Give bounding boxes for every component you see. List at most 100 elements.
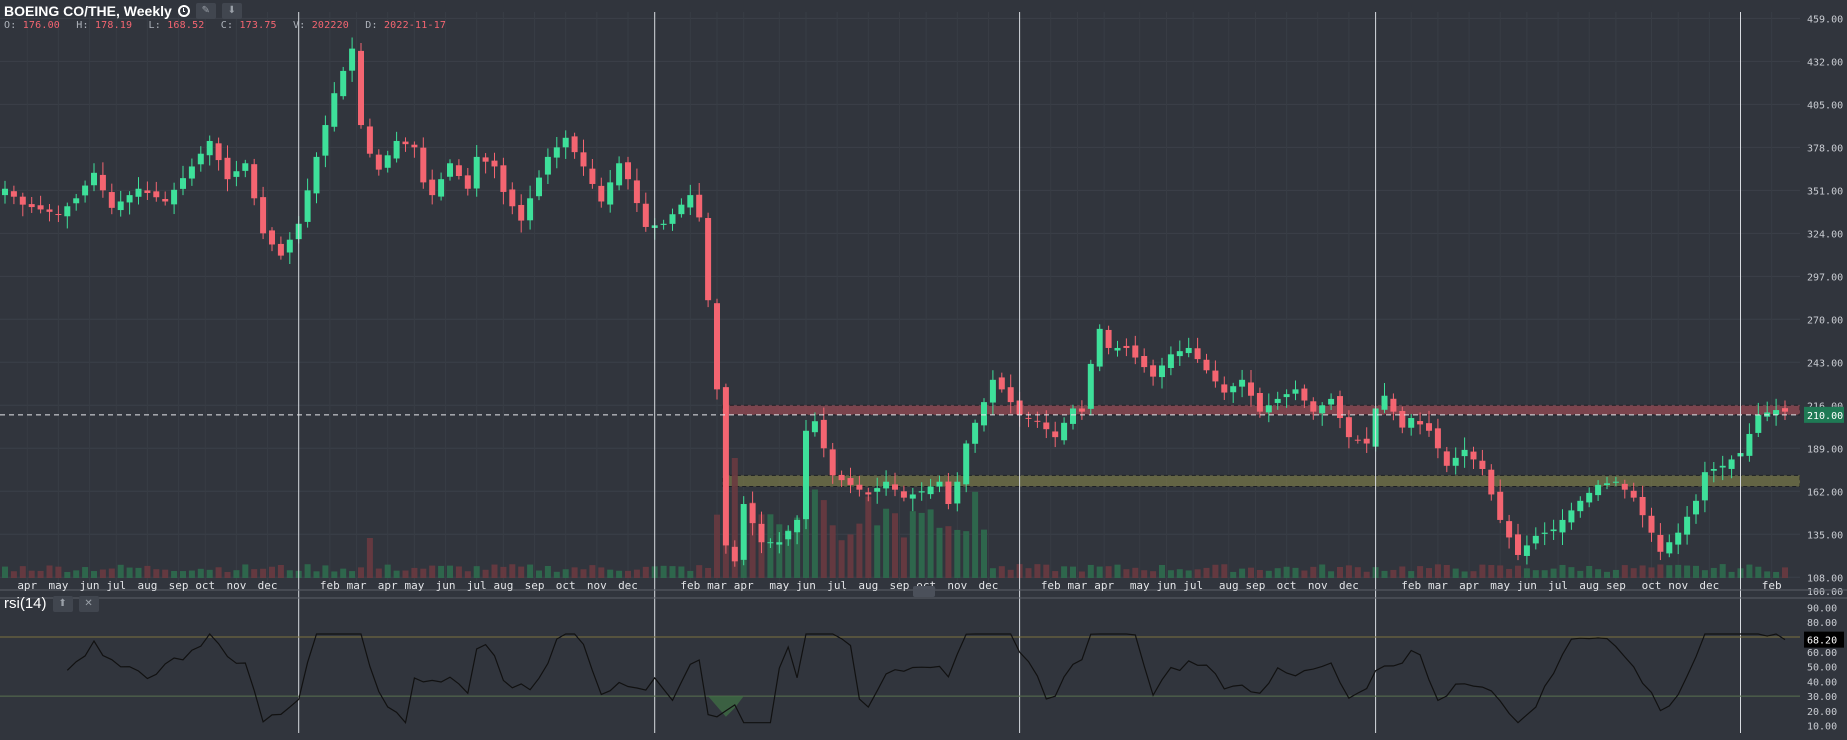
volume-bar <box>1150 571 1157 578</box>
volume-bar <box>1755 566 1762 578</box>
move-down-button[interactable]: ⬇ <box>221 3 242 19</box>
price-tick-label: 405.00 <box>1807 100 1843 111</box>
rsi-move-button[interactable]: ⬆ <box>52 595 73 612</box>
volume-bar <box>224 571 231 578</box>
candle <box>687 195 694 208</box>
candle <box>1568 510 1575 523</box>
volume-bar <box>1070 566 1076 578</box>
x-tick-label: dec <box>258 579 278 592</box>
candle <box>758 523 765 543</box>
volume-bar <box>785 529 792 578</box>
volume-bar <box>420 568 427 578</box>
candle <box>1194 348 1201 360</box>
volume-bar <box>1639 565 1646 578</box>
volume-bar <box>429 565 436 578</box>
volume-bar <box>660 565 667 578</box>
candle <box>1497 491 1504 520</box>
x-tick-label: aug <box>493 579 513 592</box>
volume-bar <box>856 523 863 578</box>
volume-bar <box>491 564 498 578</box>
pane-resize-handle[interactable] <box>913 586 935 597</box>
x-tick-label: jul <box>467 579 487 592</box>
volume-bar <box>1612 569 1619 578</box>
candle <box>1087 363 1094 409</box>
candle <box>669 214 676 224</box>
rsi-tick-label: 60.00 <box>1807 648 1837 659</box>
candle <box>171 189 178 205</box>
x-tick-label: nov <box>226 579 246 592</box>
x-tick-label: jun <box>1157 579 1177 592</box>
volume-bar <box>972 491 979 578</box>
volume-bar <box>2 566 8 578</box>
x-tick-label: mar <box>347 579 367 592</box>
candle <box>705 218 712 301</box>
volume-bar <box>37 570 44 578</box>
rsi-close-button[interactable]: ✕ <box>78 595 99 612</box>
volume-bar <box>153 569 160 578</box>
candle <box>64 206 71 217</box>
candle <box>429 179 436 196</box>
x-tick-label: mar <box>1428 579 1448 592</box>
candle <box>1105 329 1112 348</box>
volume-bar <box>1212 564 1219 578</box>
volume-bar <box>393 570 400 578</box>
candle <box>500 165 507 192</box>
candle <box>286 239 293 253</box>
volume-bar <box>536 570 542 578</box>
candle <box>28 204 35 208</box>
price-tick-label: 100.00 <box>1807 587 1843 598</box>
x-tick-label: feb <box>1041 579 1061 592</box>
candle <box>1123 345 1130 348</box>
candle <box>633 180 640 204</box>
candle <box>1043 422 1050 430</box>
candle <box>340 70 347 97</box>
candle <box>1354 439 1361 441</box>
candle <box>447 163 453 177</box>
candle <box>46 209 53 212</box>
volume-bar <box>927 509 934 578</box>
candle <box>242 163 249 171</box>
candle <box>153 191 160 198</box>
volume-bar <box>171 571 178 578</box>
volume-bar <box>1532 570 1539 578</box>
edit-button[interactable]: ✎ <box>195 3 216 19</box>
volume-bar <box>233 570 240 578</box>
candle <box>1701 472 1708 501</box>
price-tick-label: 243.00 <box>1807 358 1843 369</box>
candle <box>829 449 836 476</box>
candle <box>1025 417 1032 419</box>
candle <box>1292 389 1299 394</box>
candle <box>625 162 631 180</box>
price-tick-label: 351.00 <box>1807 186 1843 197</box>
candle <box>402 141 409 145</box>
candle <box>811 421 818 433</box>
candle <box>945 481 952 505</box>
volume-bar <box>1096 566 1103 578</box>
candle <box>794 519 801 533</box>
volume-bar <box>1693 565 1699 578</box>
volume-bar <box>215 567 222 578</box>
candle <box>589 168 596 184</box>
candle <box>660 223 667 225</box>
volume-bar <box>473 566 480 578</box>
x-tick-label: dec <box>1339 579 1359 592</box>
volume-bar <box>607 569 614 578</box>
rsi-oversold-fill <box>708 696 744 717</box>
candle <box>1310 401 1317 412</box>
candle <box>1337 396 1343 419</box>
candle <box>233 171 240 177</box>
legend-date-value: 2022-11-17 <box>383 20 447 31</box>
volume-bar <box>1630 568 1637 578</box>
x-tick-label: jul <box>827 579 847 592</box>
candle <box>1301 388 1308 401</box>
candle <box>1773 410 1780 415</box>
candle <box>598 185 605 202</box>
volume-bar <box>838 540 845 578</box>
rsi-tick-label: 90.00 <box>1807 603 1837 614</box>
candle <box>1319 405 1326 414</box>
x-tick-label: mar <box>1068 579 1088 592</box>
volume-bar <box>108 568 115 578</box>
candle <box>1550 529 1557 532</box>
volume-bar <box>892 513 898 578</box>
